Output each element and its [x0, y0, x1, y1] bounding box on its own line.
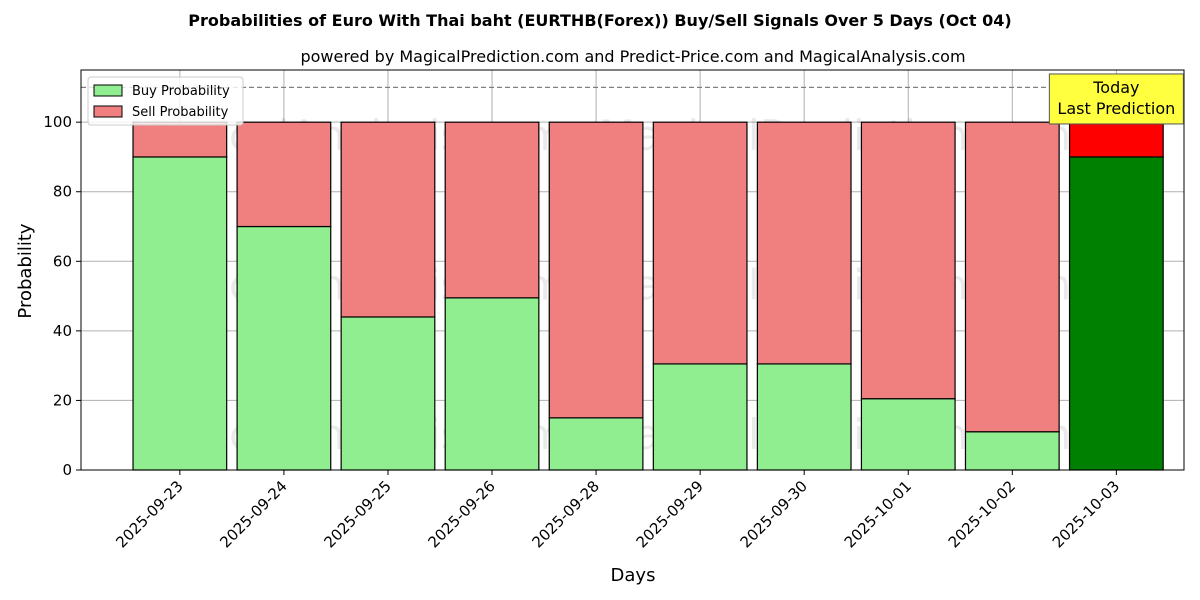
sell-bar: [340, 121, 436, 318]
sell-bar: [444, 121, 540, 299]
y-tick-label: 0: [62, 461, 72, 479]
buy-bar: [964, 431, 1060, 471]
x-tick-label: 2025-09-29: [633, 477, 707, 551]
today-label: Today: [1092, 78, 1139, 97]
x-tick-label: 2025-09-28: [529, 477, 603, 551]
sell-bar: [132, 121, 228, 158]
sell-bar: [756, 121, 852, 365]
sell-bar: [860, 121, 956, 400]
buy-bar: [444, 297, 540, 471]
sell-bar: [652, 121, 748, 365]
x-tick-label: 2025-10-02: [945, 477, 1019, 551]
y-tick-label: 60: [53, 252, 72, 270]
x-tick-label: 2025-09-24: [216, 477, 290, 551]
x-tick-label: 2025-10-01: [841, 477, 915, 551]
legend-box: [87, 76, 244, 126]
chart-title: Probabilities of Euro With Thai baht (EU…: [188, 11, 1011, 30]
plot-frame: [80, 69, 1185, 471]
last-prediction-label: Last Prediction: [1057, 99, 1175, 118]
chart-subtitle: powered by MagicalPrediction.com and Pre…: [300, 47, 965, 66]
x-tick-label: 2025-09-30: [737, 477, 811, 551]
bars: [132, 121, 1164, 471]
y-tick-label: 40: [53, 322, 72, 340]
buy-bar: [548, 417, 644, 471]
legend-label: Sell Probability: [132, 105, 229, 120]
x-axis-label: Days: [611, 565, 656, 586]
buy-bar: [132, 156, 228, 471]
sell-bar: [1068, 121, 1164, 158]
buy-bar: [652, 363, 748, 471]
y-tick-label: 80: [53, 183, 72, 201]
legend-swatch: [93, 105, 123, 118]
sell-bar: [236, 121, 332, 228]
buy-bar: [340, 316, 436, 471]
legend-label: Buy Probability: [132, 84, 230, 99]
buy-bar: [756, 363, 852, 471]
buy-bar: [860, 398, 956, 471]
sell-bar: [964, 121, 1060, 433]
y-axis-label: Probability: [15, 223, 36, 318]
x-tick-label: 2025-09-25: [320, 477, 394, 551]
y-tick-label: 100: [43, 113, 72, 131]
sell-bar: [548, 121, 644, 419]
buy-bar: [236, 225, 332, 471]
today-annotation: Today Last Prediction: [1048, 73, 1184, 125]
x-tick-label: 2025-10-03: [1049, 477, 1123, 551]
y-tick-label: 20: [53, 391, 72, 409]
x-tick-label: 2025-09-23: [112, 477, 186, 551]
today-box: [1048, 73, 1184, 125]
x-tick-label: 2025-09-26: [424, 477, 498, 551]
legend-swatch: [93, 84, 123, 97]
legend: Buy Probability Sell Probability: [87, 76, 244, 126]
buy-bar: [1068, 156, 1164, 471]
